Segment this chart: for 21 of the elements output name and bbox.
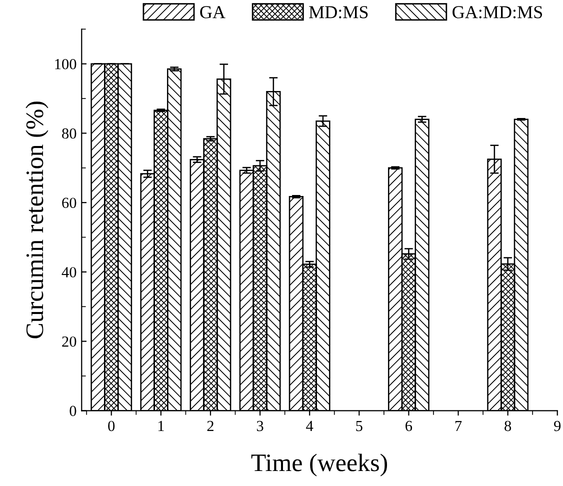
y-tick-label: 20 <box>62 336 76 347</box>
y-tick-label: 40 <box>62 267 76 278</box>
legend-label: MD:MS <box>309 6 368 18</box>
y-tick-label: 0 <box>70 406 76 416</box>
x-tick-label: 2 <box>207 420 214 431</box>
legend-label: GA:MD:MS <box>452 6 542 18</box>
x-tick-label: 3 <box>256 420 264 432</box>
x-tick-label: 4 <box>306 420 314 431</box>
x-tick-label: 8 <box>504 420 512 432</box>
x-tick-label: 9 <box>554 420 561 432</box>
x-tick-label: 6 <box>406 420 412 432</box>
x-axis-title: Time (weeks) <box>251 454 388 476</box>
y-tick-label: 100 <box>55 58 76 70</box>
y-tick-label: 60 <box>62 198 76 208</box>
x-tick-label: 5 <box>356 420 362 432</box>
x-tick-label: 1 <box>158 420 164 431</box>
y-tick-label: 80 <box>62 128 76 139</box>
y-axis-title: Curcumin retention (%) <box>26 102 48 338</box>
legend-label: GA <box>200 6 226 18</box>
x-tick-label: 0 <box>108 420 115 432</box>
x-tick-label: 7 <box>455 420 462 431</box>
